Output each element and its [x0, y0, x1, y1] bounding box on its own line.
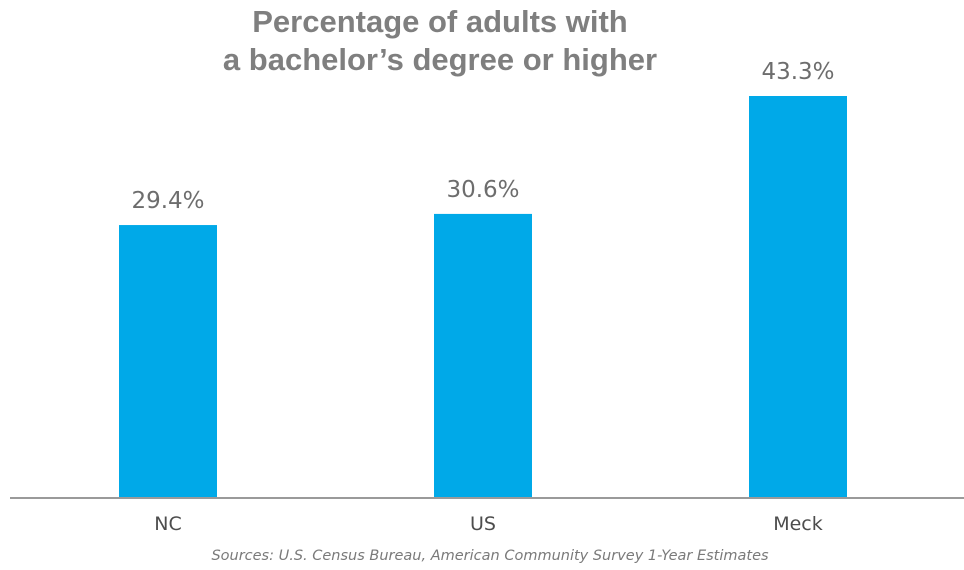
bar-meck [749, 96, 847, 498]
chart-title-line-2: a bachelor’s degree or higher [223, 42, 657, 77]
value-label-us: 30.6% [446, 177, 519, 203]
bars-group [119, 96, 847, 498]
bar-nc [119, 225, 217, 498]
source-note: Sources: U.S. Census Bureau, American Co… [211, 548, 769, 564]
bar-us [434, 213, 532, 498]
value-label-nc: 29.4% [131, 188, 204, 214]
x-tick-labels-group: NC US Meck [154, 513, 823, 535]
value-label-meck: 43.3% [761, 59, 834, 85]
chart-title-line-1: Percentage of adults with [252, 4, 628, 39]
x-tick-label-us: US [470, 513, 496, 535]
x-tick-label-meck: Meck [773, 513, 823, 535]
x-tick-label-nc: NC [154, 513, 181, 535]
value-labels-group: 29.4% 30.6% 43.3% [131, 59, 834, 214]
